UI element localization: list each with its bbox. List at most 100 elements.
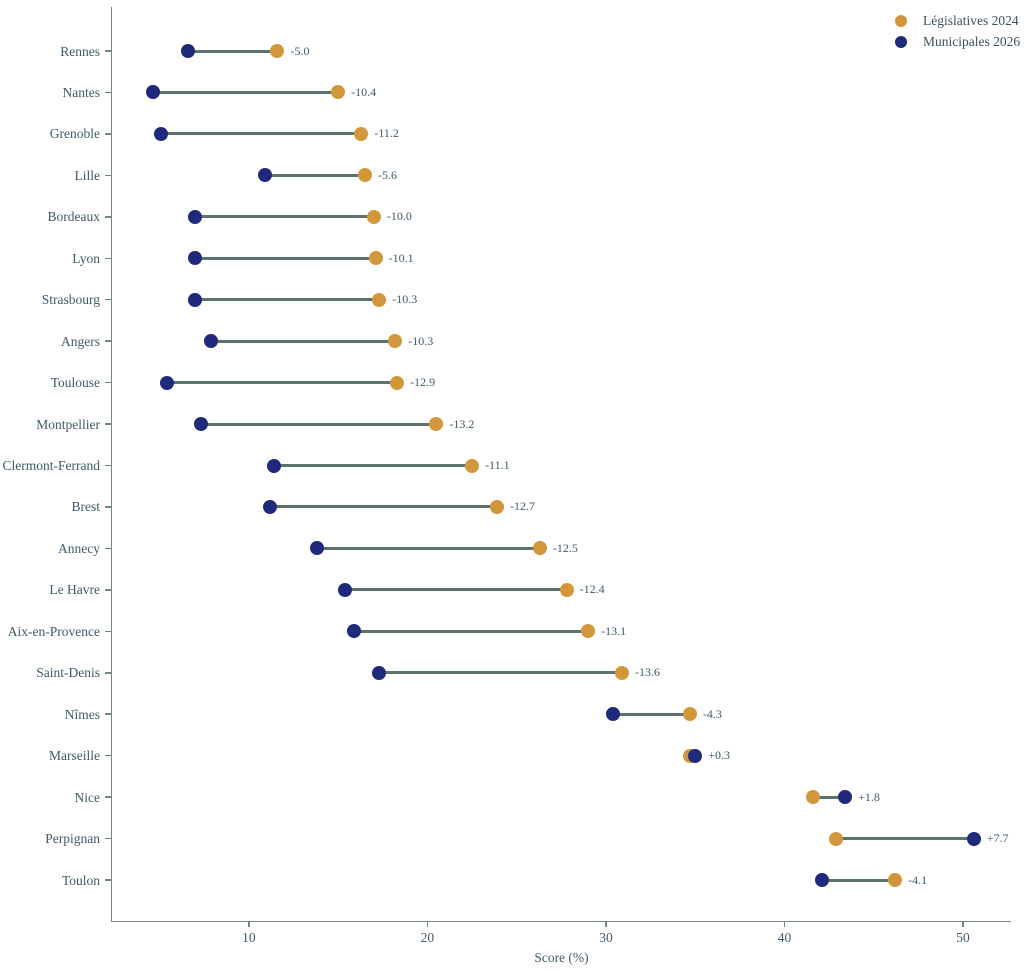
legislatives-2024-dot [357, 168, 372, 183]
municipales-2026-dot [309, 541, 324, 556]
municipales-2026-dot [188, 251, 203, 266]
legislatives-2024-dot [390, 375, 405, 390]
y-tick-label: Le Havre [49, 582, 100, 598]
x-tick [605, 921, 607, 927]
diff-label: -4.3 [702, 706, 722, 721]
y-tick [105, 298, 111, 301]
legend-label: Législatives 2024 [923, 12, 1019, 28]
y-tick-label: Nantes [62, 84, 101, 100]
diff-label: -10.4 [351, 84, 377, 99]
y-tick [105, 133, 111, 135]
municipales-2026-dot [263, 499, 278, 514]
connector-line [345, 588, 567, 592]
x-tick [962, 921, 964, 927]
y-tick-label: Montpellier [36, 416, 100, 432]
diff-label: +0.3 [708, 748, 730, 763]
connector-line [195, 215, 374, 219]
municipales-2026-dot [266, 458, 281, 473]
diff-label: -10.1 [388, 250, 414, 265]
y-tick-label: Rennes [60, 43, 100, 59]
connector-line [813, 795, 846, 799]
municipales-2026-dot [145, 85, 160, 100]
diff-label: -12.9 [410, 375, 436, 390]
y-tick [105, 796, 111, 798]
legend-marker [895, 14, 907, 27]
diff-label: -10.3 [392, 292, 418, 307]
y-tick-label: Annecy [58, 540, 100, 556]
legislatives-2024-dot [490, 499, 505, 514]
municipales-2026-dot [606, 707, 621, 722]
connector-line [316, 546, 540, 550]
y-tick [105, 50, 111, 52]
y-tick [105, 216, 111, 218]
y-tick [105, 672, 111, 674]
y-tick-label: Perpignan [45, 831, 100, 847]
municipales-2026-dot [338, 582, 353, 597]
x-tick [783, 921, 786, 927]
y-tick [105, 464, 111, 467]
connector-line [200, 422, 437, 426]
municipales-2026-dot [966, 831, 981, 846]
legend-marker [895, 35, 907, 48]
y-tick-label: Clermont-Ferrand [2, 458, 100, 473]
legislatives-2024-dot [270, 44, 285, 58]
legislatives-2024-dot [331, 85, 346, 100]
legend: Législatives 2024 Municipales 2026 [895, 13, 1020, 49]
legislatives-2024-dot [366, 209, 381, 224]
y-tick [105, 713, 111, 715]
y-tick [105, 381, 111, 384]
y-tick-label: Aix-en-Provence [7, 623, 100, 639]
y-tick-label: Nîmes [64, 706, 100, 722]
diff-label: -13.1 [601, 623, 627, 638]
municipales-2026-dot [814, 873, 829, 887]
municipales-2026-dot [159, 375, 174, 390]
legislatives-2024-dot [429, 417, 444, 432]
diff-label: -10.0 [386, 209, 412, 224]
municipales-2026-dot [257, 168, 272, 183]
legislatives-2024-dot [372, 292, 387, 307]
y-tick [105, 589, 111, 591]
connector-line [270, 505, 498, 509]
x-tick [248, 921, 250, 927]
municipales-2026-dot [688, 748, 703, 763]
y-tick-label: Bordeaux [47, 209, 100, 225]
y-tick [105, 754, 111, 757]
y-tick [105, 837, 111, 840]
y-tick [105, 547, 111, 550]
connector-line [821, 878, 896, 882]
connector-line [166, 381, 398, 385]
municipales-2026-dot [838, 790, 853, 805]
municipales-2026-dot [372, 665, 387, 680]
legislatives-2024-dot [829, 831, 844, 846]
connector-line [613, 712, 690, 716]
y-tick [105, 340, 111, 342]
connector-line [379, 671, 622, 675]
legislatives-2024-dot [888, 873, 903, 887]
x-tick-label: 30 [599, 930, 613, 945]
connector-line [195, 256, 376, 260]
connector-line [188, 49, 278, 53]
y-tick-label: Toulouse [50, 375, 100, 391]
plot-area: -5.0 Rennes -10.4 Nantes -11.2 Grenoble -5.6 Li… [3, 7, 1011, 965]
diff-label: -5.0 [290, 43, 310, 58]
municipales-2026-dot [188, 209, 203, 224]
x-tick-label: 50 [956, 930, 970, 945]
legislatives-2024-dot [465, 458, 480, 473]
municipales-2026-dot [347, 624, 362, 639]
x-axis-title: Score (%) [534, 950, 589, 965]
legislatives-2024-dot [806, 790, 821, 805]
diff-label: -11.1 [485, 458, 510, 472]
legend-label: Municipales 2026 [923, 33, 1021, 49]
y-tick [105, 630, 111, 633]
y-tick-label: Nice [74, 789, 100, 805]
municipales-2026-dot [154, 126, 169, 141]
x-tick [426, 921, 429, 927]
diff-label: -12.5 [552, 540, 578, 555]
connector-line [152, 90, 339, 94]
legend-item: Municipales 2026 [895, 34, 1020, 49]
legislatives-2024-dot [581, 624, 596, 639]
diff-label: -11.2 [374, 126, 399, 141]
municipales-2026-dot [193, 417, 208, 432]
y-tick-label: Marseille [49, 748, 100, 764]
